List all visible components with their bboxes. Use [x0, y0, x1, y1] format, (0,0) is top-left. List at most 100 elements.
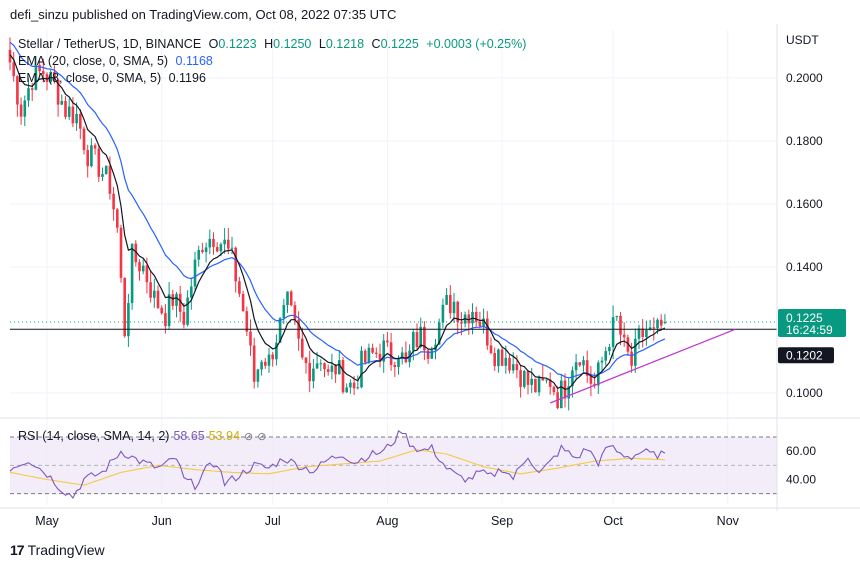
publication-line: defi_sinzu published on TradingView.com,…	[10, 7, 397, 22]
candle-body	[308, 363, 311, 382]
candle-body	[548, 379, 552, 387]
candle-body	[182, 311, 186, 325]
candle-body	[116, 209, 119, 228]
eye-off-icon[interactable]: ⊘	[244, 431, 254, 443]
candle-body	[219, 244, 223, 252]
candle-body	[460, 322, 463, 324]
eye-off-icon[interactable]: ⊘	[257, 431, 267, 443]
time-tick-label: Jul	[265, 514, 281, 528]
candle-body	[164, 313, 167, 327]
open-label: O	[208, 37, 219, 51]
open-value: 0.1223	[218, 37, 257, 51]
main-pane	[8, 37, 777, 411]
candle-body	[338, 360, 341, 375]
candle-body	[386, 340, 389, 343]
ohlc-row: Stellar / TetherUS, 1D, BINANCE O0.1223 …	[18, 36, 530, 53]
candle-body	[293, 305, 297, 320]
candle-body	[134, 243, 138, 263]
candle-body	[519, 370, 522, 387]
low-label: L	[318, 37, 326, 51]
chart-legend: Stellar / TetherUS, 1D, BINANCE O0.1223 …	[18, 36, 530, 87]
candle-body	[215, 247, 219, 252]
candle-body	[467, 314, 471, 324]
candle-body	[574, 362, 578, 371]
candle-body	[534, 378, 537, 393]
candle-body	[452, 301, 456, 314]
candle-body	[138, 262, 141, 272]
price-tick-label: 0.1400	[786, 260, 823, 274]
high-value: 0.1250	[273, 37, 312, 51]
candle-body	[197, 249, 200, 260]
candle-body	[286, 291, 289, 306]
candle-body	[97, 148, 101, 177]
candle-body	[264, 361, 267, 366]
candle-body	[53, 72, 56, 80]
rsi-line	[9, 430, 666, 500]
candle-body	[482, 318, 485, 327]
candle-body	[153, 290, 156, 298]
candle-body	[104, 165, 108, 174]
candle-body	[571, 370, 574, 387]
candle-body	[256, 369, 260, 382]
candle-body	[352, 382, 356, 389]
candle-body	[79, 113, 82, 129]
candle-body	[652, 327, 656, 329]
candle-body	[582, 360, 585, 366]
support-price-tag	[778, 347, 834, 364]
price-tick-label: 0.1800	[786, 134, 823, 148]
candle-body	[271, 354, 274, 360]
candle-body	[656, 319, 659, 329]
ema8-row[interactable]: EMA (8, close, 0, SMA, 5) 0.1196	[18, 70, 530, 87]
time-tick-label: Sep	[491, 514, 513, 528]
candle-body	[659, 319, 663, 326]
rsi-tick-label: 60.00	[786, 444, 816, 458]
symbol-title[interactable]: Stellar / TetherUS, 1D, BINANCE	[18, 37, 202, 51]
candle-body	[515, 364, 519, 371]
candle-body	[608, 347, 611, 352]
tradingview-footer[interactable]: 17 TradingView	[10, 542, 105, 558]
ema8-value: 0.1196	[168, 71, 206, 85]
price-tick-label: 0.2000	[786, 71, 823, 85]
candle-body	[323, 363, 326, 370]
ema20-value: 0.1168	[175, 54, 213, 68]
candle-body	[289, 291, 293, 306]
candle-body	[437, 322, 441, 345]
candle-body	[190, 286, 193, 298]
candle-body	[119, 227, 123, 278]
candle-body	[375, 352, 378, 354]
candle-body	[90, 145, 93, 167]
candle-body	[201, 249, 204, 253]
candle-body	[238, 281, 241, 294]
candle-body	[500, 349, 504, 366]
rsi-legend[interactable]: RSI (14, close, SMA, 14, 2) 58.65 53.94 ⊘ ⊘	[18, 429, 266, 443]
candle-body	[93, 145, 97, 149]
ema20-row[interactable]: EMA (20, close, 0, SMA, 5) 0.1168	[18, 53, 530, 70]
candle-body	[267, 354, 271, 366]
candle-body	[301, 338, 304, 358]
candle-body	[160, 307, 163, 314]
candle-body	[167, 294, 171, 327]
candle-body	[319, 363, 323, 365]
candle-body	[560, 380, 563, 409]
candle-body	[641, 328, 644, 338]
candle-body	[585, 360, 589, 376]
candle-body	[101, 173, 104, 177]
time-tick-label: Oct	[603, 514, 623, 528]
candle-body	[378, 353, 382, 362]
ema20-line	[9, 41, 666, 379]
candle-body	[208, 238, 212, 248]
candle-body	[426, 350, 430, 359]
candle-body	[86, 150, 89, 167]
candle-body	[108, 165, 112, 194]
last-price-label: 0.1225	[786, 311, 823, 325]
candle-body	[630, 351, 633, 366]
rsi-tick-label: 40.00	[786, 473, 816, 487]
candle-body	[430, 350, 434, 359]
candle-body	[622, 334, 626, 338]
tradingview-logo-icon: 17	[10, 542, 25, 558]
candle-body	[541, 377, 545, 381]
support-price-label: 0.1202	[786, 348, 823, 362]
candle-body	[523, 370, 526, 387]
candle-body	[278, 318, 282, 343]
